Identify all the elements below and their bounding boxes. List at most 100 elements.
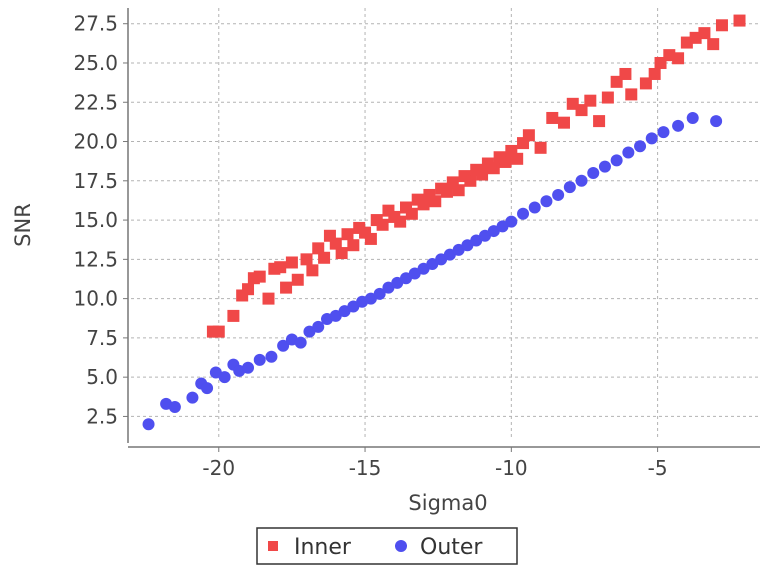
legend-box — [256, 527, 518, 565]
point-outer — [470, 234, 483, 247]
point-inner — [698, 27, 711, 40]
point-outer — [209, 366, 222, 379]
x-axis-title: Sigma0 — [408, 491, 487, 515]
point-outer — [277, 339, 290, 352]
point-inner — [227, 309, 240, 322]
point-inner — [394, 215, 407, 228]
data-series — [142, 14, 746, 431]
point-inner — [619, 67, 632, 80]
point-outer — [496, 220, 509, 233]
point-inner — [625, 88, 638, 101]
point-inner — [405, 207, 418, 220]
point-inner — [291, 273, 304, 286]
point-inner — [262, 292, 275, 305]
point-inner — [329, 237, 342, 250]
point-outer — [265, 350, 278, 363]
x-tick-label: -20 — [202, 456, 235, 480]
point-outer — [710, 115, 723, 128]
y-tick-label: 20.0 — [73, 130, 118, 154]
point-outer — [686, 111, 699, 124]
point-inner — [417, 198, 430, 211]
point-outer — [382, 281, 395, 294]
point-outer — [168, 401, 181, 414]
x-tick-label: -5 — [648, 456, 668, 480]
y-tick-label: 27.5 — [73, 12, 118, 36]
point-outer — [461, 239, 474, 252]
point-outer — [645, 132, 658, 145]
gridlines — [131, 8, 760, 440]
point-outer — [408, 267, 421, 280]
point-inner — [546, 111, 559, 124]
point-inner — [511, 152, 524, 165]
point-outer — [373, 287, 386, 300]
legend-marker-inner — [268, 541, 278, 551]
point-outer — [552, 188, 565, 201]
point-inner — [347, 239, 360, 252]
point-inner — [707, 38, 720, 51]
point-outer — [142, 418, 155, 431]
point-inner — [593, 115, 606, 128]
y-axis-title: SNR — [11, 203, 35, 247]
point-inner — [341, 228, 354, 241]
point-outer — [610, 154, 623, 167]
point-inner — [534, 141, 547, 154]
y-tick-label: 10.0 — [73, 287, 118, 311]
point-outer — [242, 361, 255, 374]
point-outer — [672, 119, 685, 132]
point-inner — [584, 94, 597, 107]
point-inner — [487, 162, 500, 175]
legend-marker-outer — [395, 540, 407, 552]
point-inner — [312, 242, 325, 255]
point-inner — [476, 168, 489, 181]
point-inner — [672, 52, 685, 65]
point-outer — [575, 174, 588, 187]
y-tick-label: 25.0 — [73, 51, 118, 75]
point-outer — [598, 160, 611, 173]
point-inner — [335, 247, 348, 260]
point-inner — [557, 116, 570, 129]
point-inner — [306, 264, 319, 277]
point-inner — [575, 104, 588, 117]
point-inner — [274, 261, 287, 274]
point-inner — [376, 218, 389, 231]
point-outer — [622, 146, 635, 159]
point-outer — [294, 336, 307, 349]
point-outer — [478, 229, 491, 242]
point-outer — [505, 215, 518, 228]
point-inner — [715, 19, 728, 32]
point-inner — [364, 232, 377, 245]
point-outer — [435, 253, 448, 266]
x-tick-label: -10 — [495, 456, 528, 480]
point-inner — [429, 195, 442, 208]
point-outer — [563, 181, 576, 194]
y-tick-labels: 2.5 5.0 7.5 10.0 12.5 15.0 17.5 20.0 22.5 25.0 27.… — [73, 12, 118, 429]
point-inner — [253, 270, 266, 283]
y-tick-label: 12.5 — [73, 247, 118, 271]
y-tick-label: 7.5 — [86, 326, 118, 350]
legend-label-outer: Outer — [420, 535, 483, 560]
point-outer — [312, 320, 325, 333]
point-outer — [417, 262, 430, 275]
point-inner — [639, 77, 652, 90]
point-outer — [329, 309, 342, 322]
point-outer — [201, 382, 214, 395]
point-outer — [540, 195, 553, 208]
point-outer — [517, 207, 530, 220]
point-inner — [212, 325, 225, 338]
point-outer — [186, 391, 199, 404]
x-tick-labels: -20 -15 -10 -5 — [202, 456, 667, 480]
point-outer — [338, 305, 351, 318]
point-inner — [280, 281, 293, 294]
y-tick-label: 17.5 — [73, 169, 118, 193]
point-outer — [452, 243, 465, 256]
y-tick-label: 15.0 — [73, 208, 118, 232]
point-outer — [443, 248, 456, 261]
y-tick-label: 22.5 — [73, 90, 118, 114]
point-inner — [318, 251, 331, 264]
point-outer — [634, 140, 647, 153]
point-outer — [303, 325, 316, 338]
legend: Inner Outer — [256, 527, 518, 565]
point-inner — [648, 67, 661, 80]
point-inner — [300, 253, 313, 266]
x-tick-label: -15 — [349, 456, 382, 480]
